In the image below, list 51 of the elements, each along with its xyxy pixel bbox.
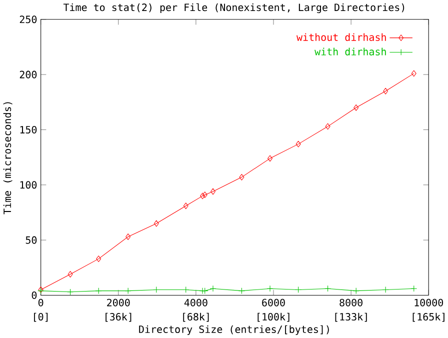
chart-title: Time to stat(2) per File (Nonexistent, Large Directories)	[63, 3, 404, 13]
point	[183, 202, 188, 209]
x-tick-label: 4000	[184, 298, 208, 306]
text: [0]	[34, 312, 48, 322]
x-tick-label: 6000	[262, 298, 285, 306]
y-tick-label: 50	[26, 236, 37, 244]
point	[124, 287, 132, 294]
point	[325, 123, 330, 130]
text: [165k]	[412, 312, 444, 322]
point	[383, 88, 388, 94]
point	[202, 287, 208, 294]
point	[200, 192, 205, 199]
point	[68, 270, 73, 278]
y-axis-title: Time (microseconds)	[3, 102, 12, 214]
point	[324, 285, 331, 292]
y-tick-label: 250	[20, 15, 37, 24]
text: [100k]	[258, 312, 290, 322]
point	[239, 174, 244, 180]
y-tick-label: 0	[32, 291, 37, 299]
x-tick-label: 8000	[340, 298, 362, 306]
point	[96, 255, 102, 262]
point	[295, 286, 302, 293]
point	[411, 70, 416, 76]
point	[354, 104, 359, 111]
point	[199, 287, 206, 294]
text: [133k]	[335, 312, 367, 322]
y-tick-label: 150	[20, 126, 37, 134]
point	[410, 285, 418, 292]
point	[126, 233, 131, 240]
point	[266, 285, 274, 292]
text: [68k]	[183, 312, 209, 322]
x-axis-title: Directory Size (entries/[bytes])	[139, 325, 329, 335]
point	[268, 155, 272, 162]
y-tick-label: 100	[20, 180, 37, 189]
point	[202, 191, 208, 198]
x-tick-label: 2000	[107, 298, 130, 306]
point	[382, 286, 389, 293]
point	[352, 287, 360, 294]
legend-label: with dirhash	[314, 48, 386, 56]
point	[238, 287, 245, 294]
x-tick-label: 0	[38, 298, 44, 306]
point	[67, 288, 74, 295]
legend-label: without dirhash	[296, 33, 386, 41]
point	[154, 220, 159, 227]
point	[210, 188, 216, 195]
point	[95, 287, 102, 294]
point	[296, 140, 301, 148]
x-tick-label: 10000	[414, 298, 444, 306]
y-tick-label: 200	[20, 70, 37, 78]
text: [36k]	[106, 312, 132, 322]
point	[210, 285, 216, 292]
